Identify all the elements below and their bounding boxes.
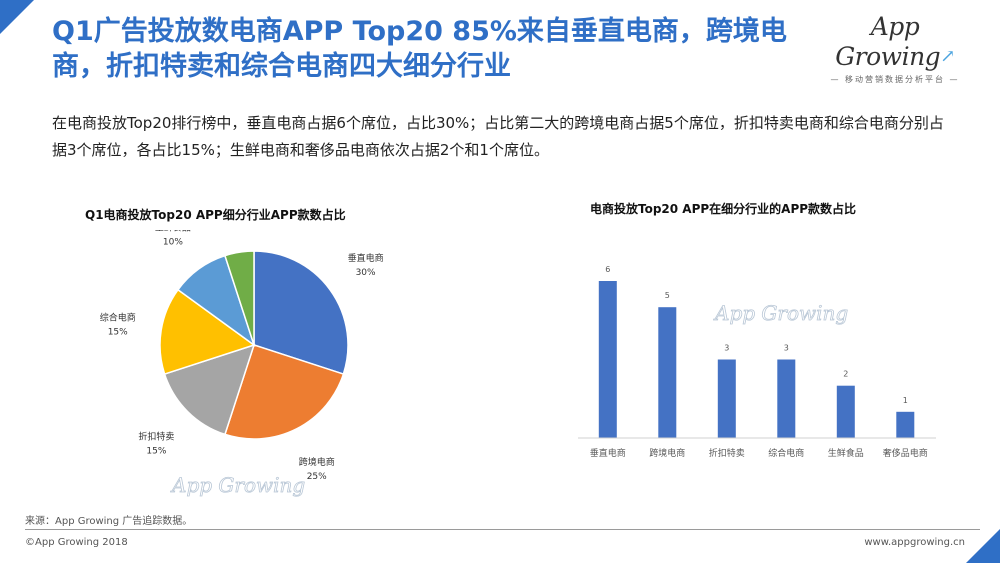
bar (896, 411, 915, 438)
bar-watermark: App Growing (713, 301, 848, 325)
brand-logo: App Growing↗ — 移动营销数据分析平台 — (820, 12, 970, 85)
corner-decoration-top-left (0, 0, 34, 34)
bar-chart: 6 垂直电商 5 跨境电商 3 折扣特卖 3 综合电商 2 生鲜食品 1 奢侈品电商 App Grow… (578, 265, 936, 459)
footer-divider (25, 529, 980, 530)
arrow-up-icon: ↗ (940, 46, 955, 67)
pie-slice-label: 跨境电商 (299, 456, 335, 468)
pie-chart: 垂直电商30%跨境电商25%折扣特卖15%综合电商15%生鲜食品10%奢侈品电商… (100, 230, 384, 497)
bar-category-label: 折扣特卖 (709, 447, 745, 459)
bar-value-label: 3 (784, 344, 789, 353)
bar-value-label: 6 (605, 265, 610, 274)
pie-slice-label: 折扣特卖 (138, 431, 174, 443)
pie-slice (159, 288, 256, 375)
bar (777, 359, 796, 438)
pie-slice-percent: 10% (163, 237, 183, 247)
pie-slice (224, 344, 345, 440)
bar-value-label: 3 (724, 344, 729, 353)
page-title: Q1广告投放数电商APP Top20 85%来自垂直电商，跨境电商，折扣特卖和综… (52, 16, 787, 82)
corner-decoration-bottom-right (966, 529, 1000, 563)
bar (598, 281, 617, 438)
bar-value-label: 2 (843, 370, 848, 379)
bar-category-label: 生鲜食品 (828, 447, 864, 459)
copyright: ©App Growing 2018 (25, 537, 128, 548)
logo-wordmark: App Growing↗ (835, 12, 955, 71)
bar (836, 385, 855, 438)
site-url: www.appgrowing.cn (864, 537, 965, 548)
bar-chart-title: 电商投放Top20 APP在细分行业的APP款数占比 (590, 202, 857, 216)
bar (658, 307, 677, 438)
bar (717, 359, 736, 438)
bar-category-label: 跨境电商 (649, 447, 685, 459)
bar-value-label: 1 (903, 396, 908, 405)
pie-slice-label: 垂直电商 (348, 252, 384, 264)
logo-tagline: — 移动营销数据分析平台 — (830, 75, 960, 84)
source-note: 来源：App Growing 广告追踪数据。 (25, 516, 193, 527)
pie-watermark: App Growing (170, 473, 305, 497)
bar-category-label: 奢侈品电商 (883, 447, 928, 459)
pie-slice-percent: 25% (307, 472, 327, 482)
pie-slice (253, 250, 349, 375)
pie-slice-percent: 15% (108, 327, 128, 337)
pie-slice (224, 250, 255, 346)
pie-slice-percent: 30% (356, 268, 376, 278)
summary-text: 在电商投放Top20排行榜中，垂直电商占据6个席位，占比30%；占比第二大的跨境… (52, 114, 944, 159)
pie-slice-label: 综合电商 (100, 311, 136, 323)
bar-category-label: 综合电商 (768, 447, 804, 459)
bar-value-label: 5 (665, 291, 670, 300)
pie-chart-title: Q1电商投放Top20 APP细分行业APP款数占比 (85, 208, 346, 222)
pie-slice-label: 生鲜食品 (155, 230, 191, 233)
pie-slice-percent: 15% (146, 447, 166, 457)
bar-category-label: 垂直电商 (590, 447, 626, 459)
